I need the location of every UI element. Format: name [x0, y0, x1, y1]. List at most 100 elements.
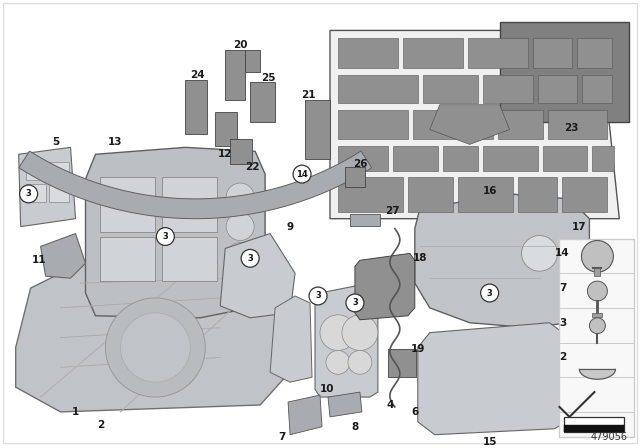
Text: 12: 12	[218, 149, 232, 159]
Polygon shape	[19, 147, 76, 227]
Circle shape	[241, 250, 259, 267]
Bar	[338, 39, 398, 68]
Text: 17: 17	[572, 222, 587, 232]
Bar	[593, 146, 614, 171]
Text: 22: 22	[245, 162, 259, 172]
Bar	[338, 146, 388, 171]
Text: 2: 2	[559, 353, 566, 362]
Text: 20: 20	[233, 40, 248, 50]
Text: 3: 3	[247, 254, 253, 263]
Bar	[338, 177, 403, 212]
Text: 2: 2	[97, 420, 104, 430]
Text: 16: 16	[483, 186, 497, 196]
Bar	[338, 75, 418, 103]
Text: 14: 14	[296, 170, 308, 179]
Bar	[582, 75, 612, 103]
Circle shape	[589, 318, 605, 334]
Circle shape	[106, 298, 205, 397]
Text: 23: 23	[564, 123, 579, 133]
Bar	[163, 177, 217, 232]
Bar	[538, 75, 577, 103]
Text: 9: 9	[287, 222, 294, 232]
Text: 3: 3	[559, 318, 566, 328]
Bar	[458, 177, 513, 212]
Polygon shape	[355, 254, 415, 320]
Bar	[483, 75, 532, 103]
Polygon shape	[270, 296, 312, 382]
Text: 8: 8	[351, 422, 358, 432]
Text: 3: 3	[163, 232, 168, 241]
Polygon shape	[330, 30, 620, 219]
Text: 5: 5	[52, 138, 60, 147]
Bar	[338, 110, 408, 139]
Circle shape	[581, 241, 613, 272]
Circle shape	[588, 281, 607, 301]
Bar	[518, 177, 557, 212]
Polygon shape	[564, 417, 625, 432]
Text: 13: 13	[108, 138, 123, 147]
Bar	[345, 167, 365, 187]
Bar	[500, 22, 629, 121]
Bar	[468, 39, 527, 68]
Circle shape	[226, 242, 254, 270]
Bar	[215, 112, 237, 146]
Bar	[408, 177, 452, 212]
Text: 27: 27	[385, 206, 400, 216]
Bar	[186, 80, 207, 134]
Circle shape	[309, 287, 327, 305]
Text: 25: 25	[261, 73, 275, 83]
Bar	[100, 237, 156, 281]
Bar	[595, 268, 600, 276]
Circle shape	[226, 183, 254, 211]
Polygon shape	[418, 323, 575, 435]
Bar	[305, 100, 330, 159]
Bar	[593, 313, 602, 317]
Text: 26: 26	[353, 159, 367, 169]
Bar	[388, 349, 416, 377]
Bar	[564, 425, 625, 432]
Bar	[498, 110, 543, 139]
Bar	[443, 146, 477, 171]
Circle shape	[320, 315, 356, 350]
Polygon shape	[315, 283, 378, 397]
Text: 10: 10	[320, 384, 334, 394]
Circle shape	[481, 284, 499, 302]
Text: 19: 19	[411, 345, 425, 354]
Text: 4: 4	[386, 400, 394, 410]
Bar	[225, 50, 245, 100]
Text: 6: 6	[411, 407, 419, 417]
Polygon shape	[415, 194, 589, 327]
Circle shape	[20, 185, 38, 203]
Bar	[49, 184, 68, 202]
Circle shape	[226, 213, 254, 241]
Circle shape	[156, 228, 174, 246]
Polygon shape	[220, 233, 295, 318]
Bar	[350, 214, 380, 226]
Bar	[532, 39, 572, 68]
Polygon shape	[19, 151, 372, 219]
Text: 479056: 479056	[590, 432, 627, 442]
Bar	[577, 39, 612, 68]
Bar	[403, 39, 463, 68]
Bar	[563, 177, 607, 212]
Circle shape	[522, 236, 557, 271]
Text: 14: 14	[555, 248, 570, 258]
Text: 3: 3	[352, 298, 358, 307]
Polygon shape	[430, 105, 509, 144]
Bar	[230, 139, 252, 164]
Bar	[413, 110, 493, 139]
Bar	[483, 146, 538, 171]
Bar	[559, 238, 634, 437]
Text: 3: 3	[26, 190, 31, 198]
Text: 7: 7	[278, 432, 286, 442]
Bar	[163, 237, 217, 281]
Text: 3: 3	[487, 289, 493, 297]
Bar	[250, 82, 275, 121]
Bar	[543, 146, 588, 171]
Text: 15: 15	[483, 437, 497, 447]
Circle shape	[326, 350, 350, 374]
Polygon shape	[15, 254, 285, 412]
Polygon shape	[579, 369, 615, 379]
Circle shape	[293, 165, 311, 183]
Bar	[49, 162, 68, 180]
